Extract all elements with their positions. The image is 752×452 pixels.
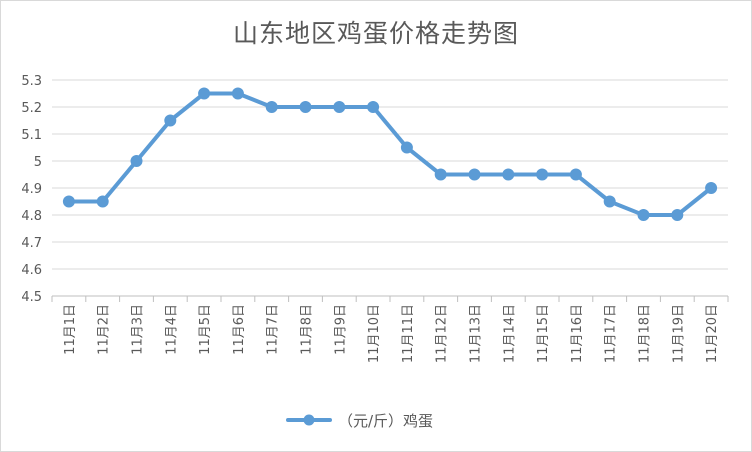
data-point: [62, 195, 75, 208]
x-tick-label: 11月9日: [333, 304, 348, 355]
y-tick-label: 4.7: [21, 236, 42, 251]
x-tick-label: 11月17日: [604, 304, 619, 363]
data-point: [468, 168, 481, 181]
x-tick-label: 11月5日: [198, 304, 213, 355]
x-tick-label: 11月20日: [705, 304, 720, 363]
y-tick-label: 4.5: [21, 290, 42, 305]
data-point: [502, 168, 515, 181]
data-point: [299, 101, 312, 113]
data-point: [637, 209, 650, 221]
data-point: [96, 195, 109, 208]
data-point: [400, 141, 413, 154]
data-point: [367, 101, 380, 113]
x-tick-label: 11月10日: [367, 304, 382, 363]
x-tick-label: 11月1日: [63, 304, 78, 355]
y-tick-label: 5.1: [21, 128, 42, 143]
x-tick-label: 11月19日: [671, 304, 686, 363]
data-point: [198, 87, 211, 100]
x-tick-label: 11月12日: [435, 304, 450, 363]
data-point: [265, 101, 278, 113]
x-tick-label: 11月6日: [232, 304, 247, 355]
x-tick-label: 11月2日: [97, 304, 112, 355]
x-tick-label: 11月11日: [401, 304, 416, 363]
data-point: [536, 168, 549, 181]
x-tick-label: 11月18日: [638, 304, 653, 363]
y-tick-label: 5.2: [21, 101, 42, 116]
y-tick-label: 4.9: [21, 182, 42, 197]
x-tick-label: 11月13日: [469, 304, 484, 363]
y-tick-label: 4.8: [21, 209, 42, 224]
x-tick-label: 11月7日: [266, 304, 281, 355]
y-tick-label: 5.3: [21, 74, 42, 89]
data-point: [671, 209, 684, 221]
data-point: [164, 114, 177, 127]
x-tick-label: 11月15日: [536, 304, 551, 363]
chart-title: 山东地区鸡蛋价格走势图: [232, 19, 519, 48]
legend-marker: [303, 414, 315, 426]
x-tick-label: 11月4日: [164, 304, 179, 355]
data-point: [705, 182, 718, 194]
data-point: [333, 101, 346, 113]
y-tick-label: 5: [34, 155, 42, 170]
data-point: [603, 195, 616, 208]
x-tick-label: 11月14日: [502, 304, 517, 363]
x-tick-label: 11月3日: [131, 304, 146, 355]
data-point: [434, 168, 447, 181]
x-tick-label: 11月8日: [300, 304, 315, 355]
legend-label: （元/斤）鸡蛋: [338, 412, 433, 430]
series-line: [66, 91, 714, 217]
x-tick-label: 11月16日: [570, 304, 585, 363]
data-point: [130, 155, 143, 167]
y-tick-label: 4.6: [21, 263, 42, 278]
data-point: [231, 87, 244, 100]
data-point: [569, 168, 582, 181]
